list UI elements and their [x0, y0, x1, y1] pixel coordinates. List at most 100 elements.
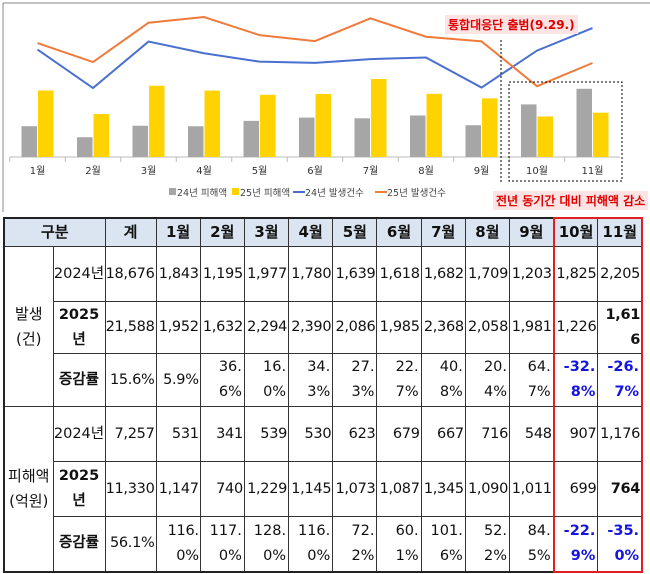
header-계: 계	[104, 217, 157, 247]
bar-25년 피해액-8월	[426, 93, 442, 157]
header-1월: 1월	[155, 217, 201, 247]
cell-1월: 1,843	[155, 246, 201, 302]
cell-2월: 740	[199, 461, 245, 517]
cell-8월: 2,058	[464, 301, 511, 354]
cell-1월: 1,952	[155, 301, 201, 354]
table-row: 피해액 (억원) 2024년 7,257 531 341 539 530 623 679 667 7…	[3, 406, 644, 572]
header-8월: 8월	[464, 217, 511, 247]
cell-7월: 101.6%	[420, 516, 466, 572]
bar-25년 피해액-1월	[38, 90, 54, 157]
bar-24년 피해액-5월	[243, 120, 259, 157]
bar-25년 피해액-11월	[593, 112, 609, 157]
bar-24년 피해액-2월	[77, 137, 93, 157]
cell-1월: 5.9%	[155, 353, 201, 407]
bar-25년 피해액-5월	[260, 94, 276, 157]
x-tick-label: 2월	[85, 165, 101, 177]
table-row: 증감률 15.6% 5.9% 36.6% 16.0% 34.3% 27.3% 22.7% 40.…	[4, 353, 644, 407]
x-tick-label: 9월	[474, 165, 490, 177]
header-3월: 3월	[243, 217, 290, 247]
bar-24년 피해액-8월	[410, 115, 426, 157]
cell-8월: 1,090	[464, 461, 511, 517]
bar-25년 피해액-7월	[371, 78, 387, 157]
row-label: 2025년	[52, 301, 106, 354]
cell-5월: 1,639	[332, 246, 378, 302]
cell-4월: 530	[288, 406, 334, 462]
header-row: 구분 계 1월 2월 3월 4월 5월 6월 7월 8월 9월 10월 11월	[3, 217, 644, 247]
cell-4월: 116.0%	[288, 516, 334, 572]
cell-계: 21,588	[104, 301, 157, 354]
x-tick-label: 6월	[307, 165, 323, 177]
cell-11월: 1,176	[597, 406, 644, 462]
cell-2월: 1,632	[199, 301, 245, 354]
cell-11월: -35.0%	[597, 516, 644, 573]
cell-계: 11,330	[104, 461, 157, 517]
table-row: 증감률 56.1% 116.0% 117.0% 128.0% 116.0% 72.2% 60.…	[4, 516, 644, 573]
header-10월: 10월	[552, 217, 599, 247]
x-tick-label: 7월	[363, 165, 379, 177]
cell-11월: 2,205	[597, 246, 644, 302]
table-row: 발생 (건) 2024년 18,676 1,843 1,195 1,977 1,780 1,6…	[3, 246, 644, 407]
bar-25년 피해액-3월	[149, 85, 165, 157]
cell-2월: 117.0%	[199, 516, 245, 572]
cell-계: 18,676	[104, 246, 157, 302]
data-table: 구분 계 1월 2월 3월 4월 5월 6월 7월 8월 9월 10월 11월 발생 (건) 2024년 18…	[3, 217, 644, 573]
cell-8월: 716	[464, 406, 511, 462]
cell-5월: 1,073	[332, 461, 378, 517]
cell-7월: 1,345	[420, 461, 466, 517]
cell-9월: 1,011	[509, 461, 555, 517]
cell-6월: 1,985	[376, 301, 422, 354]
cell-1월: 1,147	[155, 461, 201, 517]
legend-label: 24년 발생건수	[305, 188, 364, 199]
cell-계: 7,257	[104, 406, 157, 462]
cell-3월: 1,229	[243, 461, 290, 517]
cell-7월: 1,682	[420, 246, 466, 302]
bar-24년 피해액-4월	[188, 126, 204, 157]
cell-7월: 2,368	[420, 301, 466, 354]
cell-6월: 60.1%	[376, 516, 422, 572]
bar-25년 피해액-2월	[93, 114, 109, 157]
cell-3월: 2,294	[243, 301, 290, 354]
header-구분: 구분	[3, 217, 106, 247]
legend-label: 24년 피해액	[177, 187, 227, 199]
x-tick-label: 10월	[526, 165, 548, 177]
legend-label: 25년 피해액	[240, 187, 290, 199]
bar-25년 피해액-6월	[315, 93, 331, 157]
cell-9월: 1,203	[509, 246, 555, 302]
cell-3월: 16.0%	[243, 353, 290, 407]
cell-3월: 128.0%	[243, 516, 290, 572]
header-7월: 7월	[420, 217, 466, 247]
cell-7월: 40.8%	[420, 353, 466, 407]
header-2월: 2월	[199, 217, 245, 247]
header-5월: 5월	[332, 217, 378, 247]
x-tick-label: 5월	[252, 165, 268, 177]
cell-4월: 1,780	[288, 246, 334, 302]
cell-2월: 36.6%	[199, 353, 245, 407]
cell-1월: 531	[155, 406, 201, 462]
table-row: 2025년 11,330 1,147 740 1,229 1,145 1,073 1,087 1…	[4, 461, 644, 517]
cell-5월: 72.2%	[332, 516, 378, 572]
cell-4월: 34.3%	[288, 353, 334, 407]
cell-9월: 64.7%	[509, 353, 555, 407]
line-25년 발생건수	[37, 16, 593, 88]
cell-3월: 1,977	[243, 246, 290, 302]
header-6월: 6월	[376, 217, 422, 247]
bar-24년 피해액-1월	[21, 126, 37, 157]
annotation-launch: 통합대응단 출범(9.29.)	[445, 15, 578, 34]
bar-24년 피해액-11월	[576, 88, 592, 157]
cell-6월: 679	[376, 406, 422, 462]
bar-24년 피해액-7월	[354, 118, 370, 157]
cell-11월: -26.7%	[597, 353, 644, 407]
x-tick-label: 3월	[141, 165, 157, 177]
table-row: 2025년 21,588 1,952 1,632 2,294 2,390 2,086 1,98…	[4, 301, 644, 354]
group-label: 피해액 (억원)	[3, 406, 54, 572]
header-11월: 11월	[597, 217, 644, 247]
x-tick-label: 4월	[196, 165, 212, 177]
cell-계: 56.1%	[104, 516, 157, 572]
cell-8월: 52.2%	[464, 516, 511, 572]
cell-10월: 1,825	[552, 246, 599, 302]
annotation-decrease: 전년 동기간 대비 피해액 감소	[493, 191, 649, 210]
cell-6월: 22.7%	[376, 353, 422, 407]
header-4월: 4월	[288, 217, 334, 247]
bar-24년 피해액-10월	[521, 104, 537, 157]
row-label: 2024년	[52, 246, 106, 302]
